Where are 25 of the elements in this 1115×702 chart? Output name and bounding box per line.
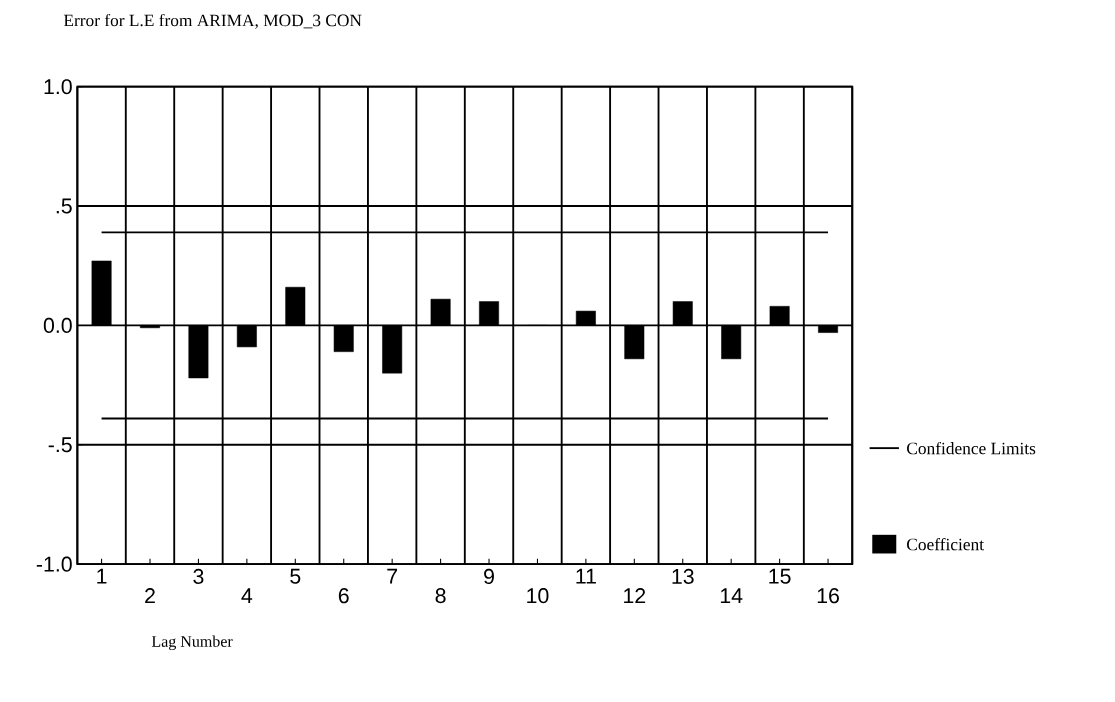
x-tick-label: 3	[193, 569, 204, 585]
x-tick-label: 9	[484, 569, 494, 585]
x-tick-label: 4	[241, 588, 253, 604]
y-tick-label: .5	[56, 198, 72, 214]
y-tick-label: -.5	[48, 437, 72, 453]
x-tick-label: 13	[672, 569, 694, 585]
x-tick-label: 6	[338, 588, 349, 604]
x-tick-label: 11	[576, 569, 596, 584]
x-tick-label: 2	[145, 588, 155, 604]
x-tick-label: 7	[387, 569, 398, 584]
y-tick-label: 1.0	[44, 79, 72, 95]
x-tick-label: 14	[720, 588, 743, 604]
legend-label: Coefficient	[907, 538, 984, 551]
x-tick-label: 5	[290, 569, 301, 584]
x-tick-label: 15	[769, 569, 791, 584]
y-tick-label: -1.0	[36, 556, 72, 572]
x-tick-label: 1	[97, 569, 107, 584]
legend-label: Confidence Limits	[907, 442, 1036, 455]
x-tick-label: 16	[817, 588, 839, 604]
x-tick-label: 8	[435, 588, 446, 604]
x-axis-title: Lag Number	[151, 635, 233, 651]
x-tick-label: 12	[624, 588, 646, 604]
chart-title: Error for L.E from ARIMA, MOD_3 CON	[63, 14, 362, 30]
y-tick-label: 0.0	[43, 318, 72, 334]
x-tick-label: 10	[527, 588, 549, 604]
